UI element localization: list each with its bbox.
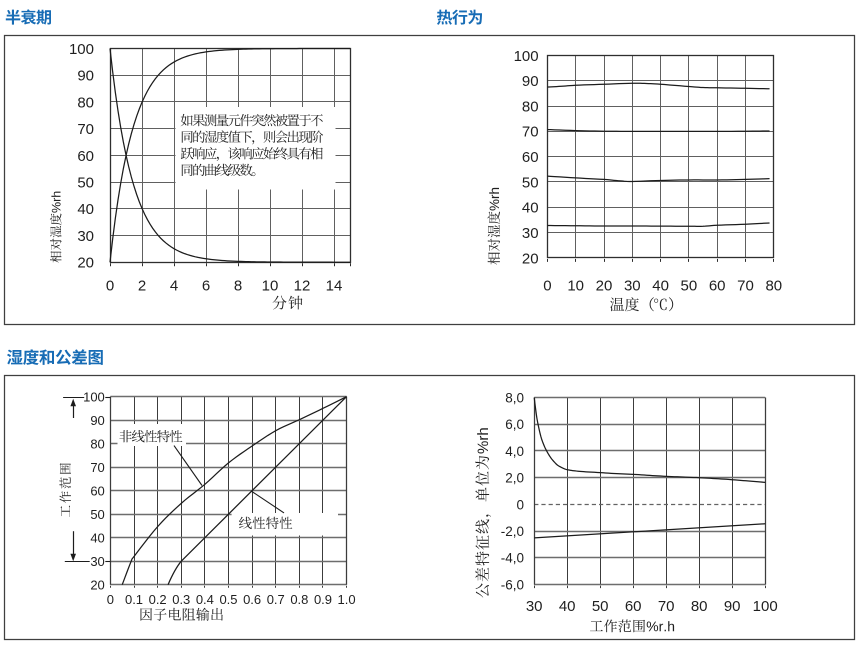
svg-text:40: 40: [522, 200, 539, 217]
svg-text:100: 100: [514, 48, 539, 65]
svg-text:0: 0: [106, 278, 114, 295]
svg-text:0.1: 0.1: [125, 592, 143, 607]
svg-text:8: 8: [234, 278, 242, 295]
svg-text:-6,0: -6,0: [501, 577, 524, 592]
svg-text:90: 90: [522, 73, 539, 90]
svg-text:-2,0: -2,0: [501, 524, 524, 539]
svg-text:80: 80: [77, 94, 94, 111]
svg-text:2,0: 2,0: [505, 471, 524, 486]
svg-text:100: 100: [83, 389, 105, 404]
svg-text:4: 4: [170, 278, 178, 295]
svg-text:0: 0: [107, 592, 114, 607]
svg-text:80: 80: [691, 598, 708, 615]
svg-text:6: 6: [202, 278, 210, 295]
svg-text:6,0: 6,0: [505, 417, 524, 432]
svg-text:80: 80: [765, 278, 782, 295]
svg-text:60: 60: [90, 483, 104, 498]
svg-text:50: 50: [90, 507, 104, 522]
svg-text:60: 60: [522, 149, 539, 166]
svg-text:10: 10: [567, 278, 584, 295]
svg-text:30: 30: [624, 278, 641, 295]
svg-text:90: 90: [724, 598, 741, 615]
svg-text:4,0: 4,0: [505, 444, 524, 459]
svg-text:0.4: 0.4: [196, 592, 214, 607]
svg-text:-4,0: -4,0: [501, 551, 524, 566]
svg-text:20: 20: [596, 278, 613, 295]
svg-text:60: 60: [625, 598, 642, 615]
svg-text:0.2: 0.2: [149, 592, 167, 607]
svg-text:0.5: 0.5: [219, 592, 237, 607]
svg-text:70: 70: [737, 278, 754, 295]
svg-text:30: 30: [522, 225, 539, 242]
svg-text:8,0: 8,0: [505, 390, 524, 405]
svg-text:0: 0: [516, 497, 524, 512]
svg-text:70: 70: [90, 460, 104, 475]
svg-text:40: 40: [90, 530, 104, 545]
svg-text:80: 80: [90, 436, 104, 451]
svg-text:1.0: 1.0: [338, 592, 356, 607]
svg-text:90: 90: [77, 68, 94, 85]
svg-text:100: 100: [69, 41, 94, 58]
svg-text:50: 50: [77, 174, 94, 191]
svg-text:70: 70: [77, 121, 94, 138]
svg-text:60: 60: [709, 278, 726, 295]
svg-text:30: 30: [90, 554, 104, 569]
svg-text:12: 12: [294, 278, 311, 295]
svg-text:50: 50: [592, 598, 609, 615]
svg-text:80: 80: [522, 98, 539, 115]
svg-text:30: 30: [526, 598, 543, 615]
svg-text:20: 20: [77, 255, 94, 272]
svg-text:40: 40: [559, 598, 576, 615]
svg-text:100: 100: [753, 598, 778, 615]
svg-text:70: 70: [658, 598, 675, 615]
svg-text:0.3: 0.3: [172, 592, 190, 607]
svg-text:0.6: 0.6: [243, 592, 261, 607]
svg-text:0: 0: [543, 278, 551, 295]
svg-text:50: 50: [681, 278, 698, 295]
svg-text:60: 60: [77, 148, 94, 165]
svg-text:90: 90: [90, 413, 104, 428]
svg-text:0.9: 0.9: [314, 592, 332, 607]
svg-text:2: 2: [138, 278, 146, 295]
svg-text:0.7: 0.7: [267, 592, 285, 607]
svg-text:40: 40: [77, 201, 94, 218]
svg-text:50: 50: [522, 174, 539, 191]
svg-text:30: 30: [77, 228, 94, 245]
svg-text:0.8: 0.8: [290, 592, 308, 607]
svg-text:40: 40: [652, 278, 669, 295]
svg-text:10: 10: [262, 278, 279, 295]
svg-text:20: 20: [522, 250, 539, 267]
svg-text:14: 14: [326, 278, 343, 295]
svg-text:20: 20: [90, 577, 104, 592]
svg-text:70: 70: [522, 124, 539, 141]
